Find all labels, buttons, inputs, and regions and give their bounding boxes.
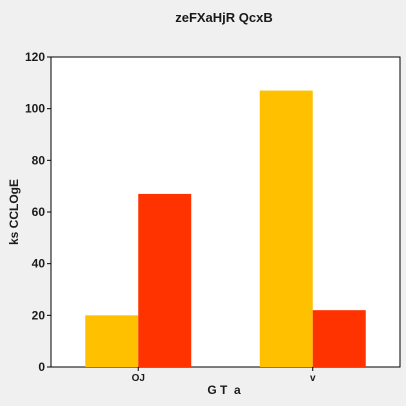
- y-tick-label: 100: [25, 102, 45, 116]
- x-axis-ticks: OJ v: [132, 367, 316, 384]
- x-axis-label: G T a: [207, 383, 241, 397]
- y-tick-label: 80: [32, 153, 46, 167]
- bar-OJ-series-2: [138, 193, 192, 367]
- x-tick-label: OJ: [132, 373, 145, 384]
- y-tick-label: 20: [32, 308, 46, 322]
- y-tick-label: 60: [32, 205, 46, 219]
- y-axis-label: ks CCLOgE: [7, 179, 21, 245]
- bar-v-series-2: [312, 310, 366, 367]
- bars-group: [85, 90, 366, 367]
- y-tick-label: 0: [38, 360, 45, 374]
- y-tick-label: 40: [32, 257, 46, 271]
- x-tick-label: v: [310, 373, 316, 384]
- bar-v-series-1: [259, 90, 313, 367]
- y-axis-ticks: 0 20 40 60 80 100 120: [25, 50, 51, 374]
- bar-OJ-series-1: [85, 315, 139, 367]
- y-tick-label: 120: [25, 50, 45, 64]
- chart-title: zeFXaHjR QcxB: [175, 10, 273, 25]
